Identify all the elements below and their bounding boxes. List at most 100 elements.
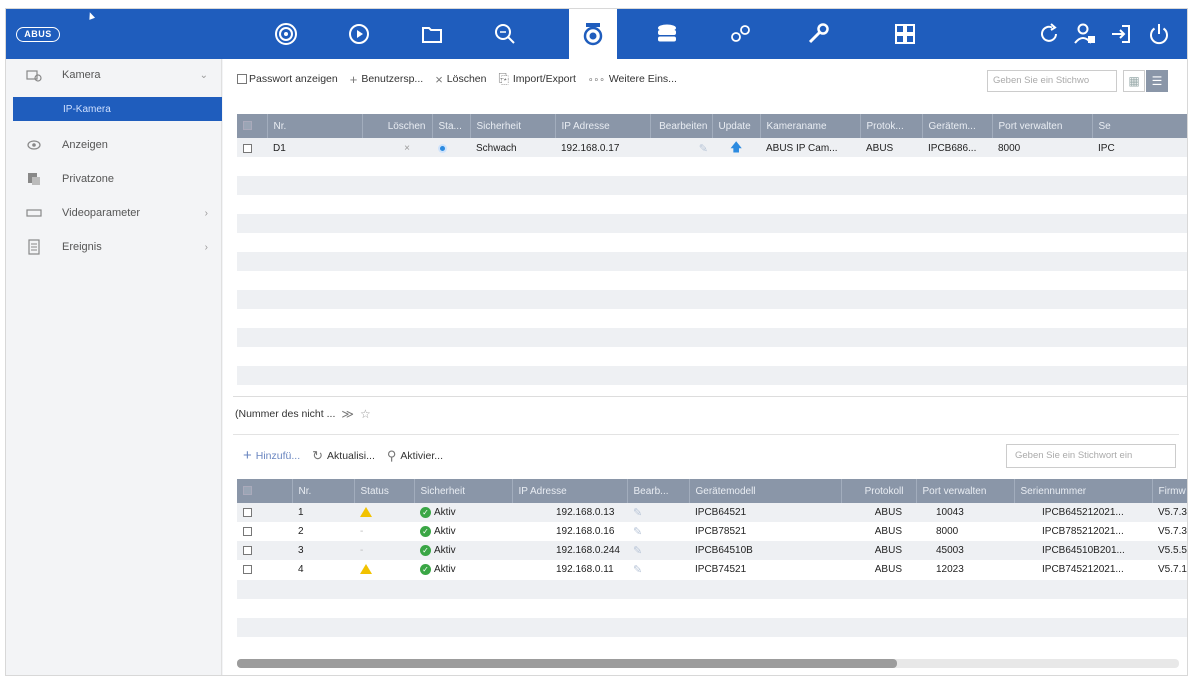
empty-row — [237, 157, 1187, 176]
table-row[interactable]: 2 - ✓ Aktiv 192.168.0.16 ✎ IPCB78521 ABUS… — [237, 522, 1187, 541]
list-view-icon[interactable]: ☰ — [1146, 70, 1168, 92]
camera-icon[interactable] — [569, 9, 617, 59]
empty-row — [237, 580, 1187, 599]
check-icon: ✓ — [420, 563, 431, 575]
double-chevron-down-icon[interactable]: ≫ — [341, 407, 354, 421]
grid-view-icon[interactable]: ▦ — [1123, 70, 1145, 92]
checkbox[interactable] — [237, 74, 247, 84]
sidebar-item-kamera[interactable]: Kamera ⌄ — [6, 59, 222, 91]
column-header[interactable]: Firmw — [1152, 479, 1187, 503]
search-input[interactable]: Geben Sie ein Stichwo — [987, 70, 1117, 92]
divider — [233, 396, 1187, 397]
live-view-icon[interactable] — [262, 9, 310, 59]
check-icon: ✓ — [420, 525, 431, 537]
update-icon[interactable]: 🡅 — [712, 138, 760, 159]
refresh-button[interactable]: ↻ Aktualisi... — [312, 447, 375, 463]
edit-icon[interactable]: ✎ — [650, 138, 712, 159]
layout-icon[interactable] — [881, 9, 929, 59]
add-button[interactable]: + Hinzufü... — [243, 447, 301, 464]
cell-protocol: ABUS — [841, 560, 916, 579]
column-header[interactable]: Sicherheit — [414, 479, 513, 503]
cell-serial: IPCB645212021... — [1014, 503, 1152, 522]
select-all-checkbox[interactable] — [237, 114, 268, 138]
custom-add-button[interactable]: + Benutzersp... — [349, 71, 424, 87]
cell-status: - — [354, 541, 414, 560]
device-search-input[interactable]: Geben Sie ein Stichwort ein — [1006, 444, 1176, 468]
power-icon[interactable] — [1142, 9, 1176, 59]
sidebar-item-ereignis[interactable]: Ereignis › — [6, 231, 222, 263]
column-header[interactable]: Bearb... — [627, 479, 690, 503]
pin-icon[interactable]: ☆ — [359, 407, 371, 421]
column-header[interactable]: Protokoll — [841, 479, 917, 503]
row-checkbox[interactable] — [237, 522, 292, 541]
scrollbar-thumb[interactable] — [237, 659, 897, 668]
table-header: Nr. Status Sicherheit IP Adresse Bearb..… — [237, 479, 1187, 503]
delete-icon[interactable]: × — [362, 138, 432, 159]
sidebar-item-privatzone[interactable]: Privatzone — [6, 163, 222, 195]
import-export-button[interactable]: ⎘ Import/Export — [498, 71, 576, 86]
sidebar-item-anzeigen[interactable]: Anzeigen — [6, 129, 222, 161]
row-checkbox[interactable] — [237, 541, 292, 560]
empty-row — [237, 290, 1187, 309]
row-checkbox[interactable] — [237, 560, 292, 579]
column-header[interactable]: Bearbeiten — [650, 114, 713, 138]
column-header[interactable]: IP Adresse — [512, 479, 628, 503]
empty-row — [237, 366, 1187, 385]
show-password-toggle[interactable]: Passwort anzeigen — [237, 73, 338, 85]
column-header[interactable]: Nr. — [292, 479, 355, 503]
table-row[interactable]: D1 × Schwach 192.168.0.17 ✎ 🡅 ABUS IP Ca… — [237, 138, 1187, 159]
search-icon[interactable] — [481, 9, 529, 59]
cell-firmware: V5.5.5 — [1152, 541, 1187, 560]
column-header[interactable]: Gerätemodell — [689, 479, 842, 503]
column-header[interactable]: Update — [712, 114, 761, 138]
column-header[interactable]: Kameraname — [760, 114, 861, 138]
table-header: Nr. Löschen Sta... Sicherheit IP Adresse… — [237, 114, 1187, 138]
edit-icon[interactable]: ✎ — [627, 522, 689, 541]
edit-icon[interactable]: ✎ — [627, 541, 689, 560]
column-header[interactable]: Port verwalten — [992, 114, 1093, 138]
delete-button[interactable]: × Löschen — [435, 71, 487, 87]
column-header[interactable]: Gerätem... — [922, 114, 993, 138]
import-icon: ⎘ — [498, 71, 509, 86]
storage-icon[interactable] — [643, 9, 691, 59]
empty-row — [237, 214, 1187, 233]
column-header[interactable]: Sicherheit — [470, 114, 556, 138]
sidebar-subitem-ip-kamera[interactable]: IP-Kamera — [13, 97, 222, 121]
column-header[interactable]: Seriennummer — [1014, 479, 1153, 503]
row-checkbox[interactable] — [237, 503, 292, 522]
user-icon[interactable] — [1068, 9, 1102, 59]
column-header[interactable]: Löschen — [362, 114, 433, 138]
maintenance-icon[interactable] — [794, 9, 842, 59]
row-checkbox[interactable] — [237, 138, 267, 159]
more-settings-button[interactable]: ∘∘∘ Weitere Eins... — [587, 73, 677, 85]
horizontal-scrollbar[interactable] — [237, 659, 1179, 668]
cell-ip: 192.168.0.17 — [555, 138, 650, 159]
column-header[interactable]: Se — [1092, 114, 1187, 138]
edit-icon[interactable]: ✎ — [627, 560, 689, 579]
empty-row — [237, 637, 1187, 656]
table-row[interactable]: 3 - ✓ Aktiv 192.168.0.244 ✎ IPCB64510B AB… — [237, 541, 1187, 560]
logout-icon[interactable] — [1104, 9, 1138, 59]
refresh-icon[interactable] — [1032, 9, 1066, 59]
files-icon[interactable] — [408, 9, 456, 59]
column-header[interactable]: Sta... — [432, 114, 471, 138]
cell-firmware: V5.7.1 — [1152, 560, 1187, 579]
main-content: Passwort anzeigen + Benutzersp... × Lösc… — [223, 59, 1187, 675]
column-header[interactable]: Port verwalten — [916, 479, 1015, 503]
table-row[interactable]: 1 ✓ Aktiv 192.168.0.13 ✎ IPCB64521 ABUS 1… — [237, 503, 1187, 522]
column-header[interactable]: IP Adresse — [555, 114, 651, 138]
edit-icon[interactable]: ✎ — [627, 503, 689, 522]
column-header[interactable]: Nr. — [267, 114, 363, 138]
column-header[interactable]: Protok... — [860, 114, 923, 138]
sidebar-item-label: Ereignis — [62, 241, 102, 253]
column-header[interactable]: Status — [354, 479, 415, 503]
settings-icon[interactable] — [716, 9, 764, 59]
warning-icon — [354, 503, 414, 522]
activate-button[interactable]: ⚲ Aktivier... — [386, 447, 444, 463]
camera-small-icon — [6, 68, 62, 82]
table-row[interactable]: 4 ✓ Aktiv 192.168.0.11 ✎ IPCB74521 ABUS 1… — [237, 560, 1187, 579]
sidebar-item-videoparameter[interactable]: Videoparameter › — [6, 197, 222, 229]
playback-icon[interactable] — [335, 9, 383, 59]
select-all-checkbox[interactable] — [237, 479, 293, 503]
cell-ip: 192.168.0.11 — [512, 560, 627, 579]
